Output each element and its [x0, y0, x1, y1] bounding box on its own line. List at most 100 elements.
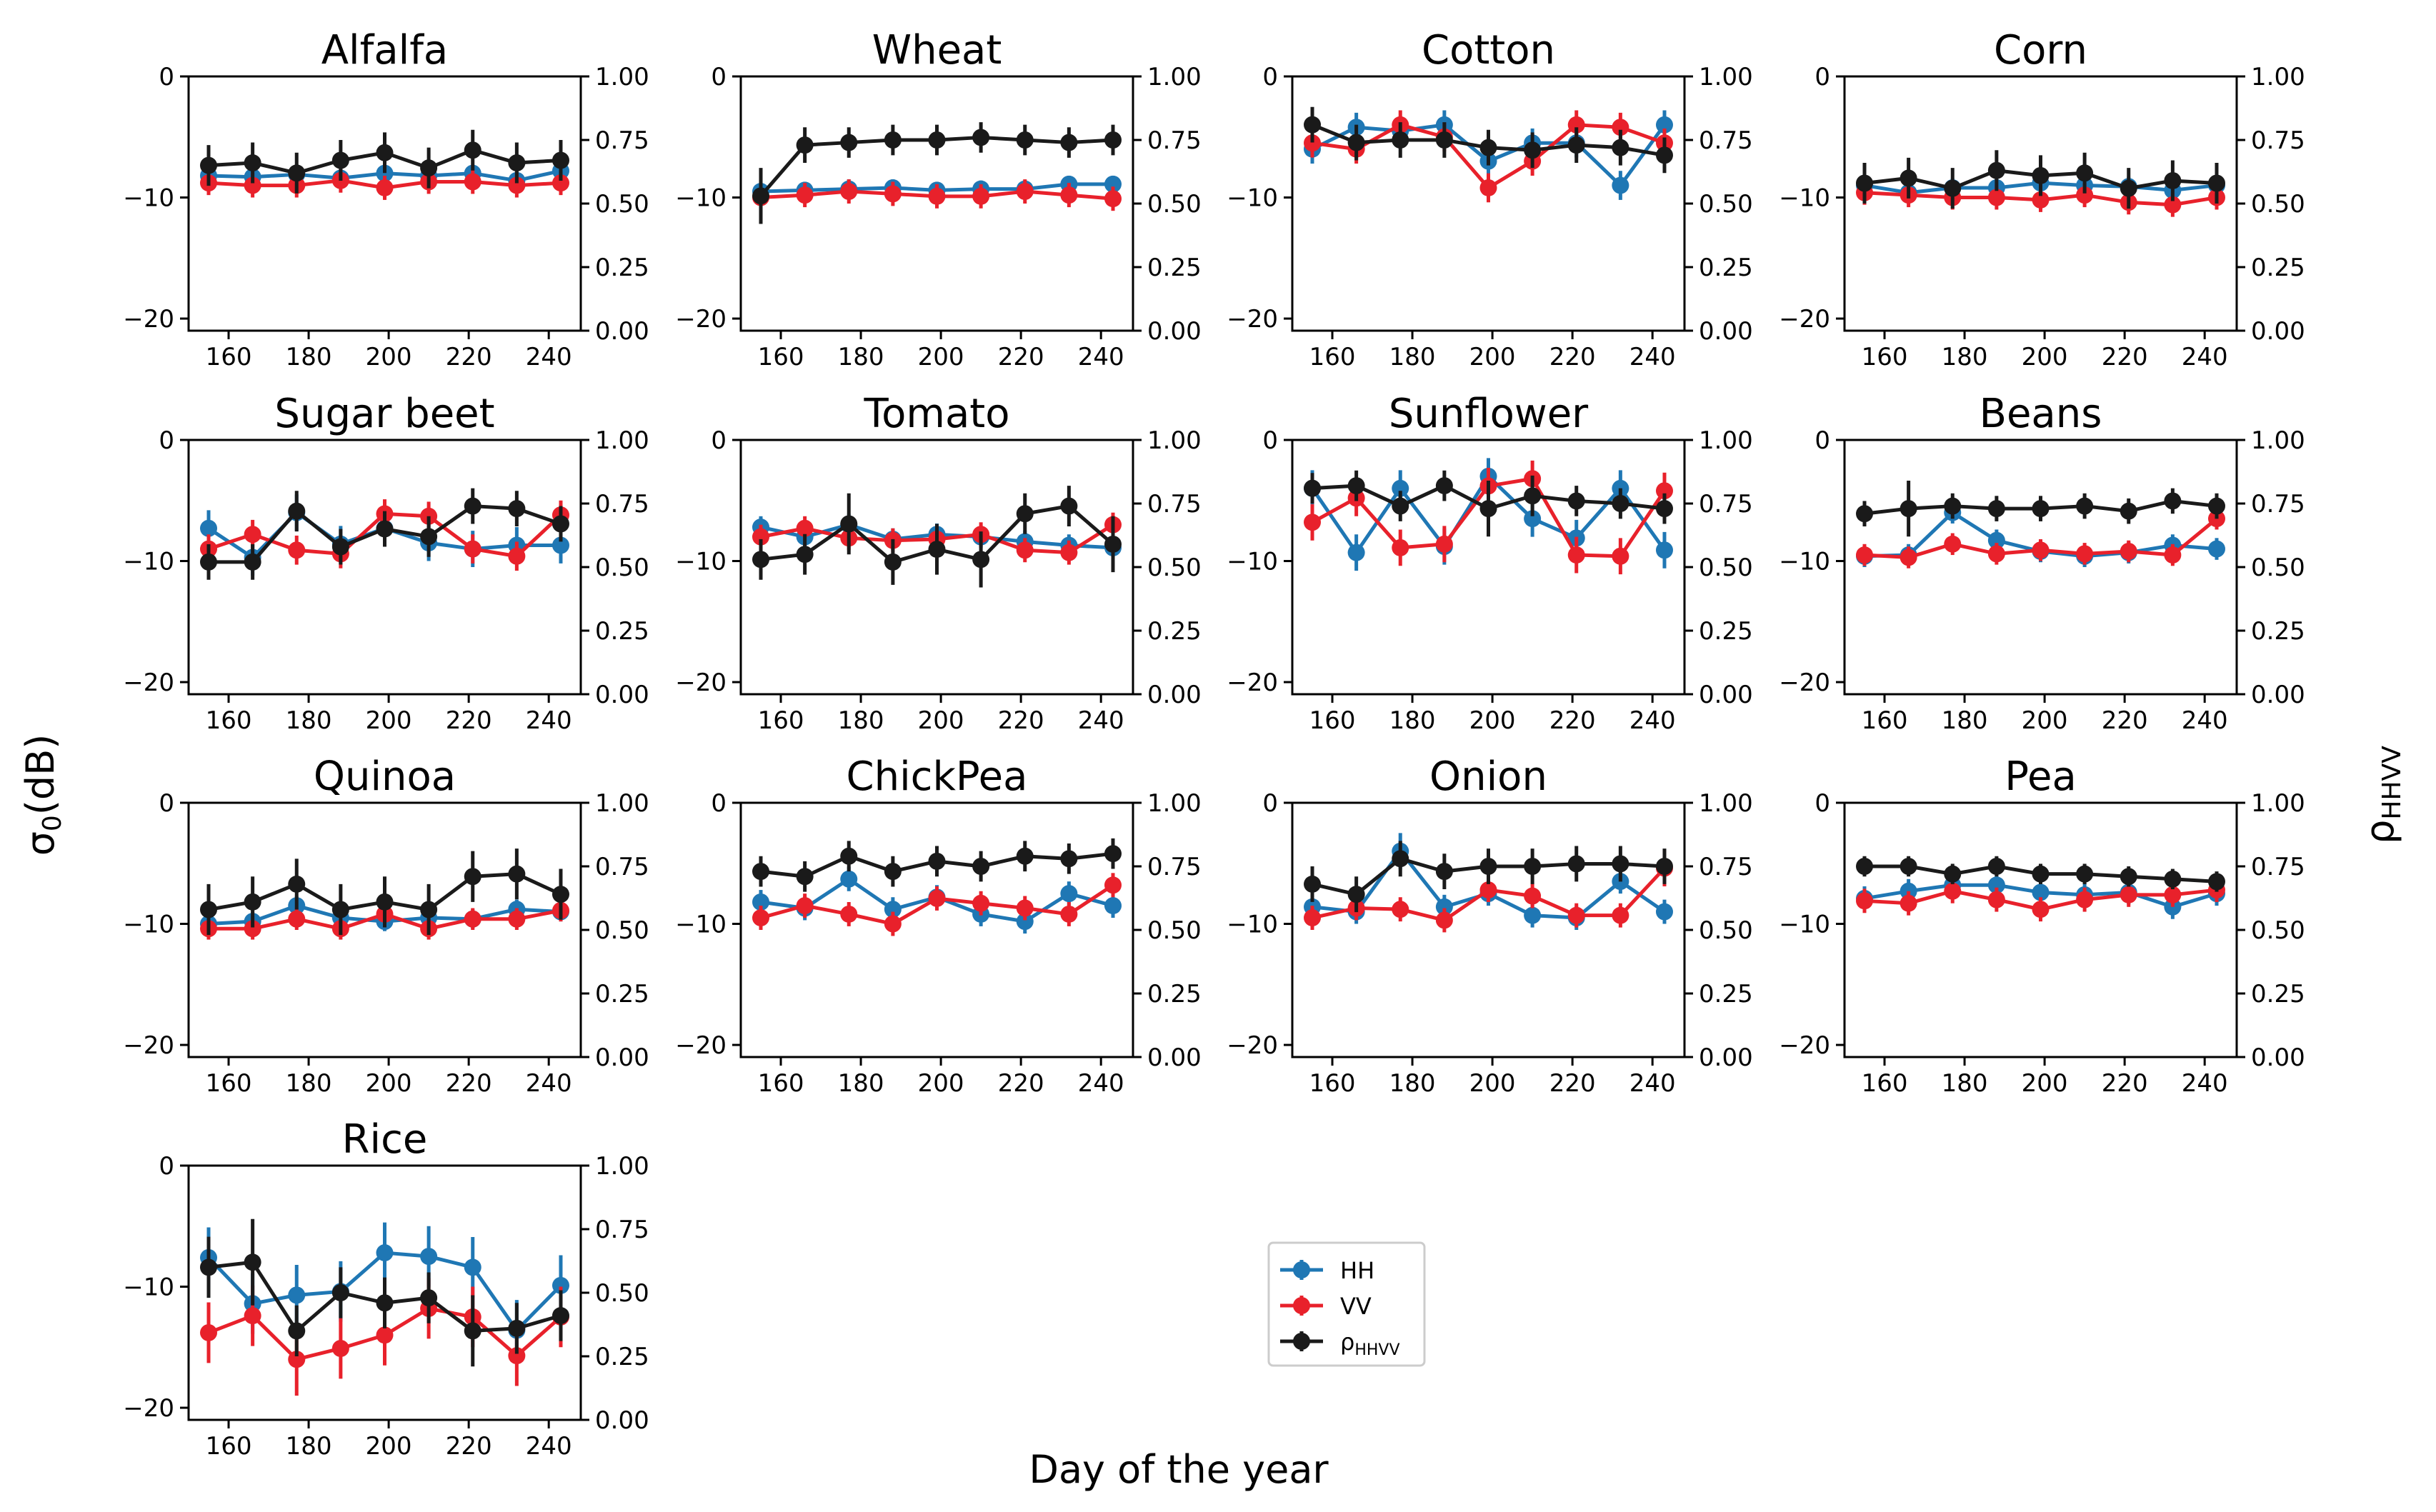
- left-tick-label: 0: [159, 63, 174, 91]
- data-point: [1524, 510, 1542, 528]
- data-point: [1655, 903, 1673, 921]
- data-point: [1104, 876, 1122, 894]
- data-point: [376, 144, 394, 161]
- x-tick-label: 160: [1309, 343, 1356, 371]
- x-tick-label: 160: [206, 1069, 252, 1098]
- right-tick-label: 0.25: [595, 617, 649, 646]
- right-tick-label: 0.25: [1699, 254, 1753, 282]
- data-point: [1655, 858, 1673, 875]
- right-tick-label: 1.00: [595, 63, 649, 91]
- left-tick-label: −20: [1779, 305, 1830, 334]
- right-tick-label: 0.50: [1699, 916, 1753, 945]
- x-tick-label: 220: [446, 1069, 492, 1098]
- x-tick-label: 220: [2102, 1069, 2148, 1098]
- x-tick-label: 200: [2022, 343, 2068, 371]
- data-point: [840, 870, 858, 888]
- panel-cotton: Cotton 160 180 200 220 240 0 −10 −20 0.00 0.25 0.50…: [1227, 27, 1752, 371]
- y-axis-label-right: ρHHVV: [2357, 746, 2407, 844]
- data-point: [2076, 186, 2094, 204]
- data-point: [2076, 891, 2094, 908]
- data-point: [1347, 477, 1365, 495]
- panel-title: Sunflower: [1389, 391, 1589, 437]
- left-tick-label: 0: [1814, 426, 1830, 455]
- data-point: [2207, 873, 2225, 891]
- x-tick-label: 200: [1469, 1069, 1516, 1098]
- data-point: [551, 515, 569, 533]
- x-tick-label: 220: [2102, 706, 2148, 735]
- left-tick-label: 0: [159, 426, 174, 455]
- data-point: [1612, 495, 1629, 512]
- panel-beans: Beans 160 180 200 220 240 0 −10 −20 0.00 0.25 0.50 0…: [1779, 391, 2305, 735]
- legend-label: VV: [1340, 1293, 1372, 1320]
- data-point: [464, 1322, 481, 1340]
- y-axis-label-right-main: ρ: [2357, 820, 2402, 844]
- legend-label-sub: HHVV: [1354, 1341, 1399, 1359]
- data-point: [1435, 911, 1453, 929]
- x-tick-label: 240: [1629, 343, 1676, 371]
- left-tick-label: −20: [1227, 305, 1278, 334]
- data-point: [1060, 497, 1078, 515]
- data-point: [244, 1307, 261, 1325]
- series-rho: [1304, 106, 1673, 174]
- data-point: [508, 865, 526, 883]
- data-point: [2120, 868, 2137, 886]
- data-point: [288, 910, 306, 928]
- data-point: [200, 1323, 218, 1341]
- right-tick-label: 0.00: [595, 1406, 649, 1435]
- right-tick-label: 1.00: [1147, 789, 1202, 818]
- x-tick-label: 240: [1629, 1069, 1676, 1098]
- right-tick-label: 0.75: [595, 1216, 649, 1244]
- data-point: [1567, 855, 1585, 873]
- data-point: [1567, 906, 1585, 924]
- data-point: [200, 156, 218, 174]
- panel-wheat: Wheat 160 180 200 220 240 0 −10 −20 0.00 0.25 0.50 0…: [675, 27, 1201, 371]
- data-point: [1016, 541, 1034, 559]
- right-tick-label: 1.00: [1699, 789, 1753, 818]
- left-tick-label: −10: [123, 184, 174, 213]
- x-tick-label: 160: [1309, 1069, 1356, 1098]
- plot-frame: [739, 801, 1134, 1058]
- panel-title: Corn: [1994, 27, 2087, 74]
- data-point: [508, 154, 526, 172]
- right-tick-label: 1.00: [595, 426, 649, 455]
- plot-frame: [187, 75, 582, 332]
- left-tick-label: −10: [123, 911, 174, 939]
- x-tick-label: 220: [998, 1069, 1044, 1098]
- data-point: [1900, 549, 1917, 566]
- series-rho: [752, 122, 1122, 224]
- data-point: [2076, 545, 2094, 563]
- right-tick-label: 0.25: [1147, 254, 1202, 282]
- data-point: [2076, 164, 2094, 182]
- x-axis-label: Day of the year: [1029, 1447, 1329, 1492]
- right-tick-label: 0.75: [595, 853, 649, 881]
- series-rho: [1856, 856, 2225, 892]
- data-point: [551, 1307, 569, 1325]
- data-point: [1104, 175, 1122, 193]
- data-point: [1392, 497, 1409, 515]
- data-point: [2076, 865, 2094, 883]
- data-point: [1479, 179, 1497, 196]
- data-point: [2164, 492, 2182, 510]
- right-tick-label: 1.00: [2251, 63, 2305, 91]
- x-tick-label: 240: [526, 1069, 572, 1098]
- right-tick-label: 1.00: [595, 1152, 649, 1181]
- data-point: [1060, 885, 1078, 903]
- x-tick-label: 180: [838, 706, 884, 735]
- right-tick-label: 0.75: [2251, 126, 2305, 155]
- x-tick-label: 200: [918, 343, 964, 371]
- left-tick-label: −20: [123, 669, 174, 697]
- panel-title: Rice: [342, 1116, 428, 1163]
- data-point: [1900, 500, 1917, 518]
- data-point: [1987, 858, 2005, 875]
- left-tick-label: −20: [675, 1031, 727, 1060]
- right-tick-label: 0.00: [1699, 317, 1753, 346]
- data-point: [796, 897, 814, 915]
- data-point: [376, 1294, 394, 1312]
- right-tick-label: 0.75: [595, 490, 649, 519]
- data-point: [1392, 539, 1409, 556]
- data-point: [508, 1347, 526, 1365]
- data-point: [1900, 169, 1917, 187]
- right-tick-label: 0.00: [595, 317, 649, 346]
- data-point: [1567, 136, 1585, 154]
- left-tick-label: −20: [1227, 1031, 1278, 1060]
